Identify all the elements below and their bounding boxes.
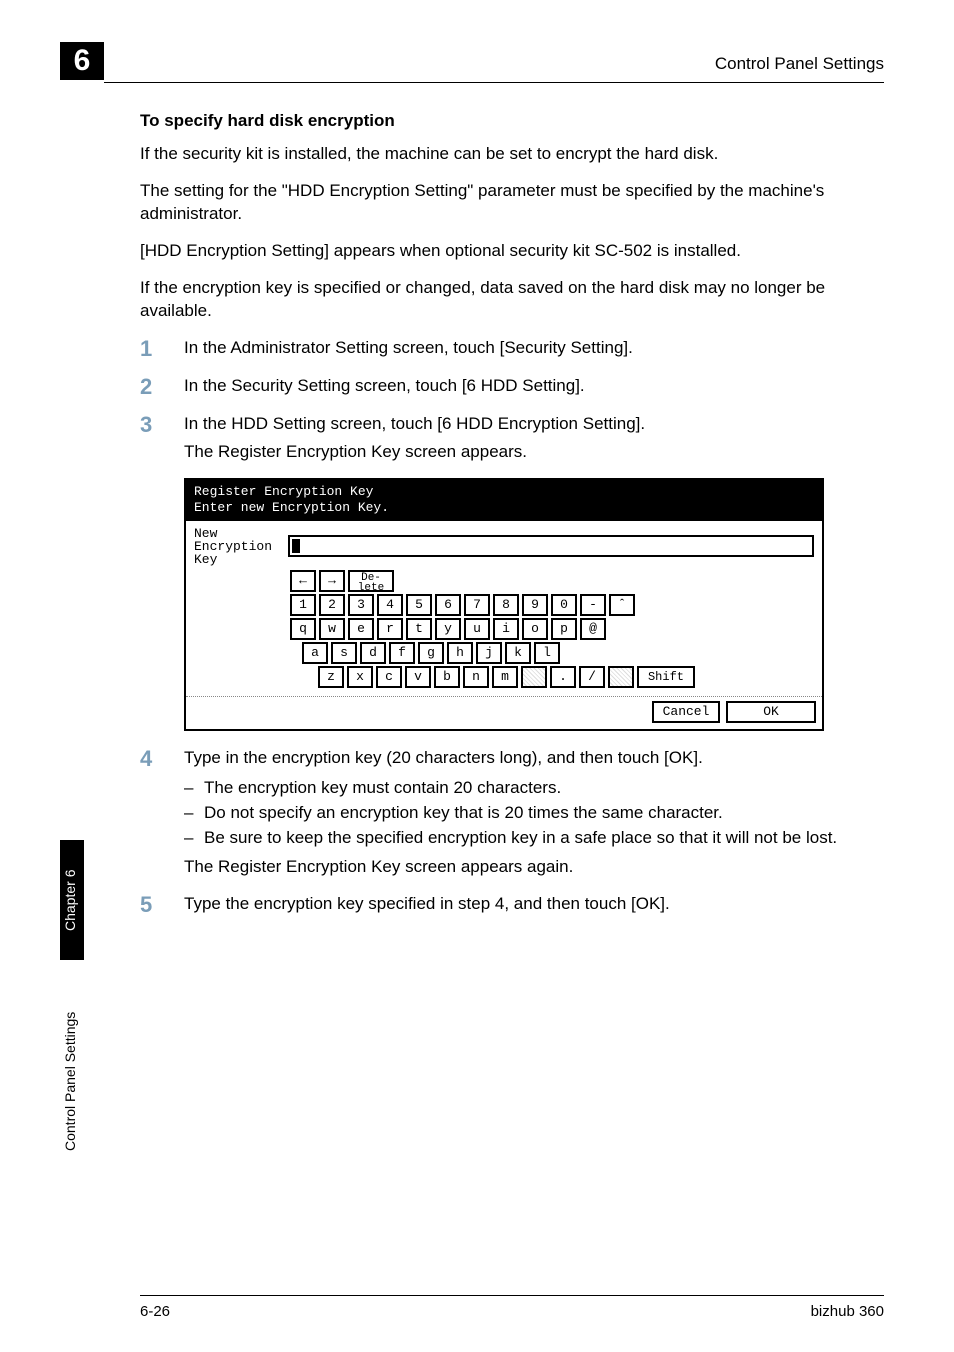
key-7[interactable]: 7 <box>464 594 490 616</box>
step-text: Type in the encryption key (20 character… <box>184 747 884 771</box>
key-4[interactable]: 4 <box>377 594 403 616</box>
chapter-number-badge: 6 <box>60 42 104 80</box>
running-head: Control Panel Settings <box>715 54 884 74</box>
key-b[interactable]: b <box>434 666 460 688</box>
key-arrow-left[interactable]: ← <box>290 570 316 592</box>
key-period[interactable]: . <box>550 666 576 688</box>
key-1[interactable]: 1 <box>290 594 316 616</box>
key-k[interactable]: k <box>505 642 531 664</box>
key-arrow-right[interactable]: → <box>319 570 345 592</box>
step-number: 4 <box>140 747 184 771</box>
section-subhead: To specify hard disk encryption <box>140 110 884 133</box>
footer-rule <box>140 1295 884 1296</box>
key-q[interactable]: q <box>290 618 316 640</box>
key-d[interactable]: d <box>360 642 386 664</box>
panel-titlebar: Register Encryption Key Enter new Encryp… <box>186 480 822 521</box>
key-disabled <box>521 666 547 688</box>
key-o[interactable]: o <box>522 618 548 640</box>
key-5[interactable]: 5 <box>406 594 432 616</box>
key-x[interactable]: x <box>347 666 373 688</box>
ok-button[interactable]: OK <box>726 701 816 723</box>
key-n[interactable]: n <box>463 666 489 688</box>
key-caret[interactable]: ˆ <box>609 594 635 616</box>
key-g[interactable]: g <box>418 642 444 664</box>
bullet-item: The encryption key must contain 20 chara… <box>184 777 884 800</box>
side-tab-section: Control Panel Settings <box>60 966 84 1196</box>
bullet-item: Do not specify an encryption key that is… <box>184 802 884 825</box>
onscreen-keyboard-panel: Register Encryption Key Enter new Encryp… <box>184 478 824 731</box>
step-subtext: The Register Encryption Key screen appea… <box>184 441 884 464</box>
key-9[interactable]: 9 <box>522 594 548 616</box>
key-z[interactable]: z <box>318 666 344 688</box>
key-p[interactable]: p <box>551 618 577 640</box>
key-shift[interactable]: Shift <box>637 666 695 688</box>
step-text: Type the encryption key specified in ste… <box>184 893 884 917</box>
step-number: 1 <box>140 337 184 361</box>
step-text: In the Security Setting screen, touch [6… <box>184 375 884 399</box>
step-text: In the HDD Setting screen, touch [6 HDD … <box>184 413 884 437</box>
key-h[interactable]: h <box>447 642 473 664</box>
key-j[interactable]: j <box>476 642 502 664</box>
field-label-part: Key <box>194 552 217 567</box>
key-w[interactable]: w <box>319 618 345 640</box>
key-dash[interactable]: - <box>580 594 606 616</box>
paragraph: The setting for the "HDD Encryption Sett… <box>140 180 884 226</box>
cancel-button[interactable]: Cancel <box>652 701 720 723</box>
panel-title-line: Enter new Encryption Key. <box>194 500 814 516</box>
step-number: 3 <box>140 413 184 437</box>
key-label: lete <box>358 582 384 594</box>
key-v[interactable]: v <box>405 666 431 688</box>
key-c[interactable]: c <box>376 666 402 688</box>
key-a[interactable]: a <box>302 642 328 664</box>
field-label: New Encryption Key <box>192 527 288 566</box>
key-s[interactable]: s <box>331 642 357 664</box>
side-tab-chapter: Chapter 6 <box>60 840 84 960</box>
panel-title-line: Register Encryption Key <box>194 484 814 500</box>
key-delete[interactable]: De- lete <box>348 570 394 592</box>
header-rule <box>104 82 884 83</box>
step-number: 5 <box>140 893 184 917</box>
step-subtext: The Register Encryption Key screen appea… <box>184 856 884 879</box>
paragraph: [HDD Encryption Setting] appears when op… <box>140 240 884 263</box>
key-at[interactable]: @ <box>580 618 606 640</box>
step-text: In the Administrator Setting screen, tou… <box>184 337 884 361</box>
key-f[interactable]: f <box>389 642 415 664</box>
key-m[interactable]: m <box>492 666 518 688</box>
text-cursor <box>292 539 300 553</box>
key-e[interactable]: e <box>348 618 374 640</box>
step-number: 2 <box>140 375 184 399</box>
key-slash[interactable]: / <box>579 666 605 688</box>
key-8[interactable]: 8 <box>493 594 519 616</box>
footer-product-name: bizhub 360 <box>811 1303 884 1320</box>
footer-page-number: 6-26 <box>140 1303 170 1320</box>
key-3[interactable]: 3 <box>348 594 374 616</box>
bullet-item: Be sure to keep the specified encryption… <box>184 827 884 850</box>
key-6[interactable]: 6 <box>435 594 461 616</box>
paragraph: If the security kit is installed, the ma… <box>140 143 884 166</box>
key-0[interactable]: 0 <box>551 594 577 616</box>
key-disabled <box>608 666 634 688</box>
key-y[interactable]: y <box>435 618 461 640</box>
paragraph: If the encryption key is specified or ch… <box>140 277 884 323</box>
key-i[interactable]: i <box>493 618 519 640</box>
key-l[interactable]: l <box>534 642 560 664</box>
key-r[interactable]: r <box>377 618 403 640</box>
key-2[interactable]: 2 <box>319 594 345 616</box>
encryption-key-input[interactable] <box>288 535 814 557</box>
key-t[interactable]: t <box>406 618 432 640</box>
key-u[interactable]: u <box>464 618 490 640</box>
